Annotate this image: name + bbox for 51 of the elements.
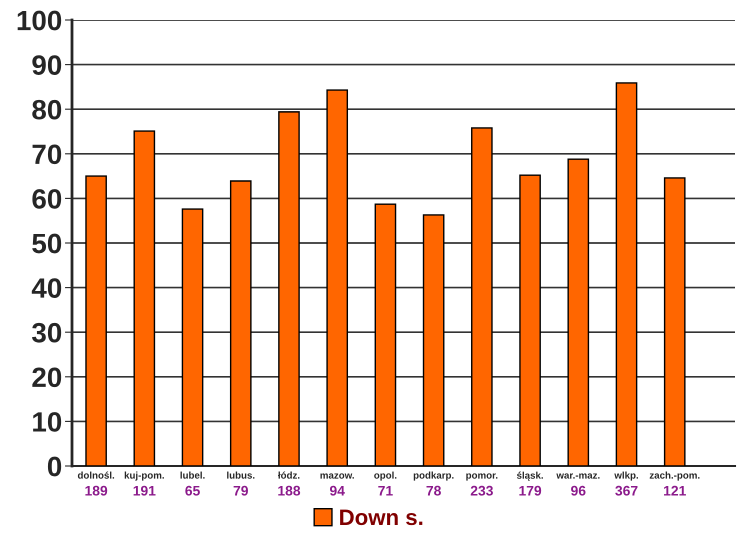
- y-tick-label: 20: [32, 367, 62, 388]
- bar: [471, 127, 493, 466]
- text: 71: [378, 486, 393, 496]
- x-tick-label: wlkp.: [614, 472, 638, 481]
- text: 79: [234, 486, 248, 496]
- text: 233: [470, 486, 493, 496]
- bar: [230, 180, 252, 466]
- bar: [85, 175, 107, 466]
- x-tick-label: lubus.: [227, 472, 254, 479]
- x-tick-label: dolnośl.: [78, 471, 114, 479]
- text: 191: [134, 486, 156, 496]
- text: 78: [426, 486, 441, 496]
- bar: [616, 82, 638, 466]
- bar: [134, 130, 156, 466]
- x-tick-label: zach.-pom.: [650, 472, 700, 481]
- bar: [278, 111, 300, 466]
- y-tick-label: 10: [33, 412, 62, 432]
- bar: [326, 89, 348, 466]
- x-tick-label: mazow.: [320, 473, 354, 479]
- text: 367: [615, 486, 638, 496]
- bar: [519, 174, 541, 466]
- x-tick-label: war.-maz.: [556, 473, 600, 479]
- legend-label: Down s.: [340, 510, 422, 526]
- y-tick-label: 60: [32, 189, 62, 209]
- text: 94: [330, 486, 345, 496]
- bar: [664, 177, 686, 466]
- bar: [422, 214, 444, 466]
- x-tick-label: łódz.: [278, 471, 300, 479]
- y-tick-label: 40: [32, 278, 62, 298]
- x-tick-label: kuj-pom.: [124, 472, 164, 481]
- x-tick-label: śląsk.: [516, 472, 543, 481]
- text: 96: [571, 486, 586, 496]
- text: 121: [664, 486, 686, 496]
- y-tick-label: 0: [48, 456, 62, 476]
- x-tick-label: pomor.: [466, 473, 498, 481]
- y-tick-label: 70: [32, 144, 62, 164]
- y-tick-label: 80: [32, 100, 62, 120]
- x-tick-label: opol.: [374, 472, 396, 481]
- text: 188: [278, 486, 300, 496]
- bar: [567, 158, 590, 466]
- y-tick-label: 90: [32, 55, 62, 75]
- y-tick-label: 30: [32, 322, 62, 343]
- x-tick-label: podkarp.: [414, 472, 454, 481]
- y-tick-label: 50: [32, 234, 62, 254]
- bar: [374, 204, 396, 466]
- x-tick-label: lubel.: [180, 472, 205, 479]
- text: 65: [185, 486, 200, 496]
- text: 179: [519, 486, 542, 496]
- y-tick-label: 100: [18, 10, 62, 30]
- bar: [182, 208, 204, 466]
- text: 189: [85, 486, 108, 496]
